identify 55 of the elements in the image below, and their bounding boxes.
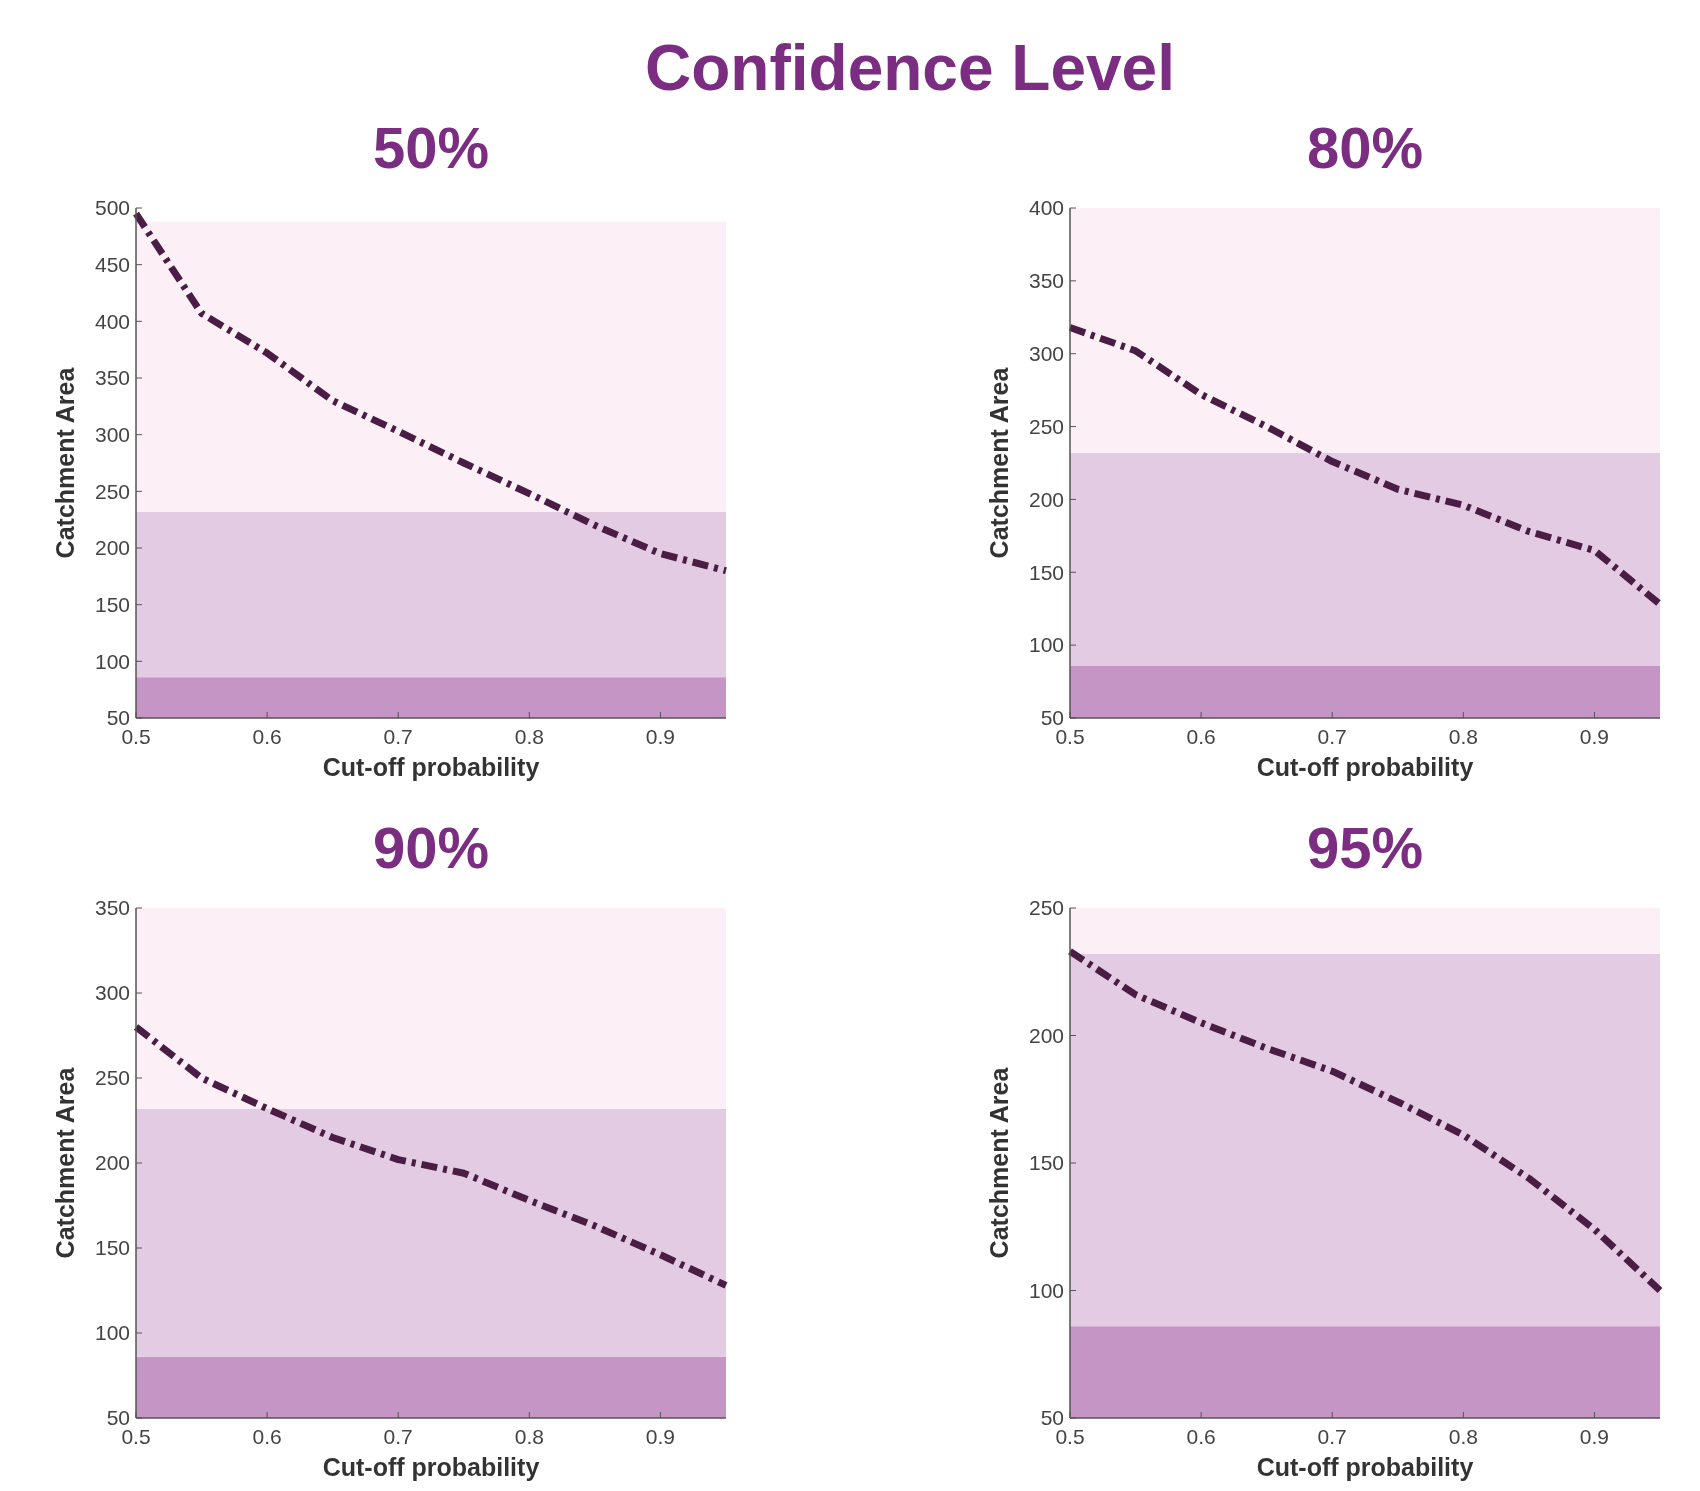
y-axis-title: Catchment Area — [51, 366, 79, 559]
x-tick-label: 0.9 — [1579, 725, 1610, 748]
text: Confidence Level — [645, 32, 1175, 104]
y-tick-label: 450 — [94, 253, 130, 277]
x-tick-label: 0.8 — [514, 725, 544, 748]
y-tick-label: 200 — [94, 536, 130, 560]
y-tick-label: 500 — [94, 196, 130, 220]
x-tick-label: 0.8 — [1448, 1425, 1478, 1448]
y-tick-label: 100 — [1028, 633, 1064, 657]
y-tick-label: 200 — [1028, 1023, 1064, 1047]
y-tick-label: 350 — [94, 896, 130, 920]
y-tick-label: 250 — [1028, 414, 1064, 438]
y-tick-label: 300 — [94, 981, 130, 1005]
x-tick-label: 0.6 — [252, 1425, 282, 1448]
x-tick-label: 0.6 — [1186, 725, 1216, 748]
y-axis-title: Catchment Area — [51, 1066, 79, 1259]
y-tick-label: 300 — [1028, 342, 1064, 366]
x-tick-label: 0.7 — [1317, 1425, 1347, 1448]
x-tick-label: 0.8 — [514, 1425, 544, 1448]
y-tick-label: 400 — [94, 309, 130, 333]
chart-title: 95% — [1306, 815, 1424, 880]
x-tick-label: 0.9 — [645, 725, 676, 748]
x-tick-label: 0.7 — [1317, 725, 1347, 748]
x-axis-title: Cut-off probability — [322, 1453, 540, 1481]
y-tick-label: 250 — [94, 479, 130, 503]
y-tick-label: 150 — [1028, 560, 1064, 584]
y-tick-label: 150 — [94, 1236, 130, 1260]
y-tick-label: 400 — [1028, 196, 1064, 220]
y-tick-label: 150 — [1028, 1151, 1064, 1175]
y-tick-label: 100 — [1028, 1278, 1064, 1302]
y-axis-title: Catchment Area — [985, 366, 1013, 559]
y-axis-title: Catchment Area — [985, 1066, 1013, 1259]
x-tick-label: 0.9 — [645, 1425, 676, 1448]
y-tick-label: 150 — [94, 593, 130, 617]
x-tick-label: 0.7 — [383, 1425, 413, 1448]
y-tick-label: 300 — [94, 423, 130, 447]
y-tick-label: 350 — [94, 366, 130, 390]
y-tick-label: 100 — [94, 1321, 130, 1345]
chart-title: 50% — [372, 115, 490, 180]
x-tick-label: 0.8 — [1448, 725, 1478, 748]
x-tick-label: 0.6 — [252, 725, 282, 748]
x-axis-title: Cut-off probability — [1256, 753, 1474, 781]
chart-title: 90% — [372, 815, 490, 880]
y-tick-label: 100 — [94, 649, 130, 673]
y-tick-label: 200 — [94, 1151, 130, 1175]
x-axis-title: Cut-off probability — [1256, 1453, 1474, 1481]
x-tick-label: 0.9 — [1579, 1425, 1610, 1448]
y-tick-label: 250 — [94, 1066, 130, 1090]
chart-title: 80% — [1306, 115, 1424, 180]
x-axis-title: Cut-off probability — [322, 753, 540, 781]
x-tick-label: 0.6 — [1186, 1425, 1216, 1448]
x-tick-label: 0.7 — [383, 725, 413, 748]
y-tick-label: 200 — [1028, 487, 1064, 511]
y-tick-label: 250 — [1028, 896, 1064, 920]
y-tick-label: 350 — [1028, 269, 1064, 293]
